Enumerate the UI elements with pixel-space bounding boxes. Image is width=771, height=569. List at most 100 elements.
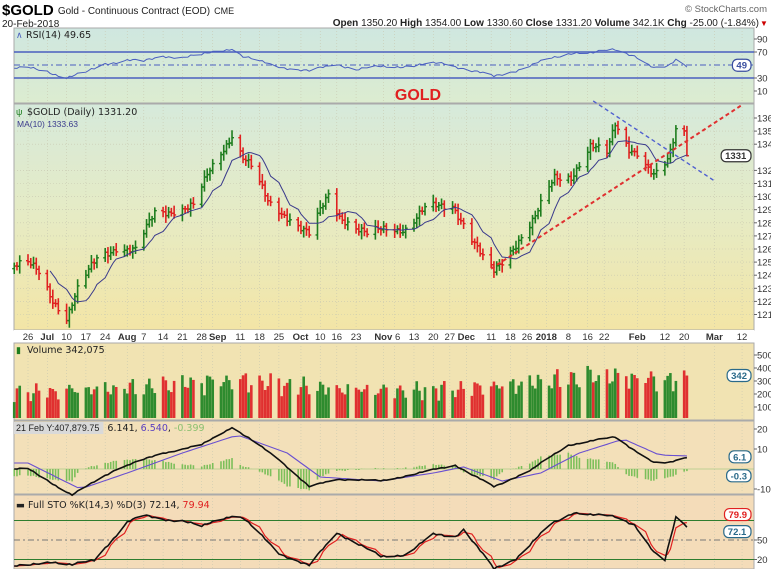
rsi-axis-label: 90 (757, 35, 768, 46)
date-tick-label: 6 (395, 332, 400, 343)
volume-bar (451, 390, 454, 418)
price-bar (249, 154, 254, 170)
volume-bar (434, 388, 438, 418)
volume-bar (103, 382, 107, 418)
volume-bar (558, 386, 562, 418)
volume-bar (29, 401, 33, 418)
symbol: $GOLD (2, 2, 54, 19)
rsi-last-value: 49 (736, 61, 747, 72)
price-bar (558, 173, 563, 187)
volume-bar (509, 381, 512, 418)
volume-bar (32, 393, 35, 418)
volume-bar (263, 389, 267, 418)
macd-tooltip: 21 Feb Y:407,879.75 (16, 423, 99, 433)
rsi-axis-label: 30 (757, 74, 768, 85)
volume-bar (423, 387, 427, 418)
volume-axis-label: 100 (757, 403, 771, 414)
price-bar (37, 265, 42, 281)
date-tick-label: 14 (158, 332, 169, 343)
volume-bar (385, 387, 388, 418)
volume-bar (591, 382, 595, 418)
volume-bar (500, 386, 504, 418)
date-tick-label: 16 (331, 332, 342, 343)
price-axis-label: 1300 (757, 192, 771, 203)
volume-bar (608, 383, 612, 418)
volume-bar (605, 369, 609, 418)
date-tick-label: Dec (458, 332, 475, 343)
volume-bar (589, 369, 592, 418)
volume-bar (476, 383, 479, 418)
price-last-value-box (720, 149, 752, 163)
volume-bar (48, 388, 52, 418)
volume-bar (456, 389, 460, 418)
volume-bar (547, 385, 551, 418)
volume-bar (15, 388, 19, 418)
volume-bar (106, 391, 110, 418)
volume-bar (92, 389, 96, 418)
volume-bar (437, 400, 441, 418)
sto-k-last-value: 72.1 (728, 527, 747, 538)
price-bar (403, 224, 408, 239)
volume-bar (495, 385, 498, 418)
volume-bar (161, 376, 165, 418)
volume-bar (183, 386, 187, 418)
volume-bar (431, 386, 435, 418)
volume-bar (112, 385, 115, 418)
ohlc-summary: Open 1350.20 High 1354.00 Low 1330.60 Cl… (333, 18, 759, 29)
volume-bar (462, 388, 465, 418)
volume-bar (186, 387, 190, 418)
volume-bar (374, 394, 377, 418)
sto-d-last-value-box (723, 507, 752, 522)
volume-bar (357, 389, 361, 418)
volume-bar (76, 392, 79, 418)
ma-legend: MA(10) 1333.63 (17, 119, 78, 129)
price-bar (268, 195, 273, 207)
volume-bar (481, 394, 485, 418)
volume-bar (95, 386, 99, 418)
date-tick-label: 23 (351, 332, 362, 343)
volume-bar (172, 380, 176, 418)
date-tick-label: 20 (679, 332, 690, 343)
date-tick-label: 22 (599, 332, 610, 343)
volume-bar (478, 385, 482, 418)
volume-bar (150, 388, 154, 418)
volume-bar (200, 383, 203, 418)
price-bar (500, 259, 505, 273)
down-arrow-icon: ▼ (760, 19, 768, 28)
date-tick-label: Aug (118, 332, 137, 343)
volume-bar (346, 384, 350, 418)
copyright: © StockCharts.com (685, 4, 767, 15)
volume-bar (498, 388, 501, 418)
volume-bar (382, 384, 385, 418)
price-bar (56, 298, 61, 315)
macd-axis-label: 10 (757, 445, 768, 456)
volume-bar (412, 389, 416, 418)
price-bar (210, 159, 215, 175)
date-tick-label: Feb (629, 332, 646, 343)
rsi-title: RSI(14) 49.65 (26, 30, 91, 41)
volume-last-value-box (726, 368, 752, 383)
volume-bar (511, 379, 515, 418)
volume-bar (594, 381, 598, 418)
volume-bar (134, 394, 137, 418)
volume-bar (230, 389, 234, 418)
volume-bar (324, 394, 328, 418)
price-axis-label: 1360 (757, 114, 771, 125)
price-bar (480, 248, 485, 261)
volume-bar (644, 383, 647, 418)
volume-bar (167, 390, 170, 418)
volume-bar (153, 393, 157, 418)
ma-10-line (49, 140, 688, 303)
volume-bar (205, 375, 209, 418)
volume-bar (277, 378, 281, 418)
volume-bar (343, 394, 347, 418)
volume-bar (396, 388, 399, 418)
price-last-value: 1331 (725, 151, 747, 162)
macd-last-value: 6.1 (733, 452, 747, 463)
volume-bar (250, 385, 253, 418)
price-bar (17, 255, 22, 274)
volume-bar (203, 395, 206, 418)
rsi-last-value-box (731, 58, 752, 72)
volume-bar (261, 380, 264, 418)
